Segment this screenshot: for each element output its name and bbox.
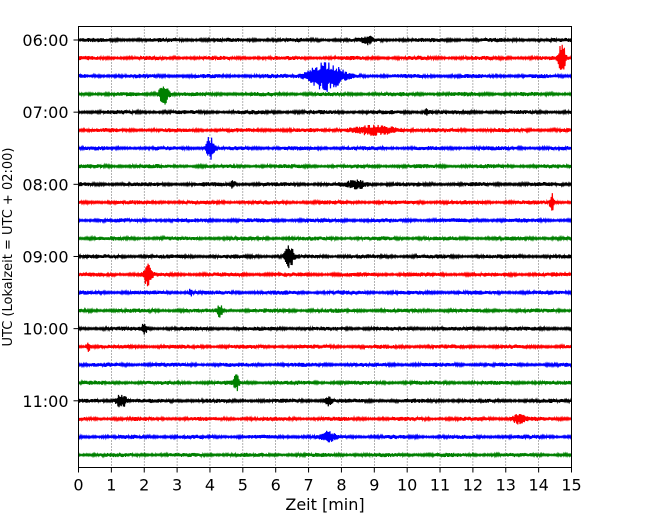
trace-1115 [77, 413, 573, 425]
trace-0615 [77, 44, 573, 70]
y-tick-label: 06:00 [22, 31, 68, 50]
x-tick-label: 1 [106, 476, 116, 495]
trace-0815 [77, 193, 573, 211]
plot-frame [78, 26, 572, 468]
trace-1030 [77, 360, 573, 369]
trace-0600 [77, 35, 573, 46]
x-tick-label: 10 [397, 476, 417, 495]
y-tick-label: 09:00 [22, 247, 68, 266]
x-tick-label: 13 [496, 476, 516, 495]
trace-0915 [77, 263, 573, 287]
x-tick-label: 0 [73, 476, 83, 495]
trace-0700 [77, 108, 573, 116]
trace-0730 [77, 137, 573, 160]
x-tick-label: 9 [369, 476, 379, 495]
trace-1015 [77, 342, 573, 352]
x-tick-label: 2 [139, 476, 149, 495]
trace-0830 [77, 216, 573, 225]
y-tick-label: 10:00 [22, 320, 68, 339]
trace-0715 [77, 124, 573, 136]
y-axis-ticks: 06:00 07:00 08:00 09:00 10:00 11:00 [22, 31, 79, 411]
trace-0800 [77, 179, 573, 190]
seismic-traces [77, 35, 573, 459]
trace-1145 [77, 451, 573, 459]
x-tick-label: 11 [430, 476, 450, 495]
y-tick-label: 08:00 [22, 175, 68, 194]
trace-1045 [77, 374, 573, 392]
y-tick-label: 07:00 [22, 103, 68, 122]
trace-0645 [77, 86, 573, 105]
x-tick-label: 15 [561, 476, 581, 495]
y-axis-label: UTC (Lokalzeit = UTC + 02:00) [1, 148, 16, 347]
x-axis-ticks: 0 1 2 3 4 5 6 7 8 9 10 11 12 13 14 15 [73, 467, 582, 495]
trace-0945 [77, 305, 573, 318]
x-tick-label: 4 [205, 476, 215, 495]
x-tick-label: 5 [238, 476, 248, 495]
trace-1130 [77, 430, 573, 443]
x-tick-label: 3 [172, 476, 182, 495]
trace-1000 [77, 323, 573, 335]
x-tick-label: 12 [463, 476, 483, 495]
trace-0845 [77, 234, 573, 243]
trace-0900 [77, 245, 573, 269]
x-tick-label: 6 [271, 476, 281, 495]
y-tick-label: 11:00 [22, 392, 68, 411]
trace-1100 [77, 394, 573, 408]
x-tick-label: 14 [528, 476, 548, 495]
trace-0745 [77, 162, 573, 170]
trace-0630 [77, 62, 573, 92]
x-tick-label: 8 [336, 476, 346, 495]
trace-0930 [77, 288, 573, 297]
x-axis-label: Zeit [min] [285, 495, 364, 514]
x-tick-label: 7 [303, 476, 313, 495]
